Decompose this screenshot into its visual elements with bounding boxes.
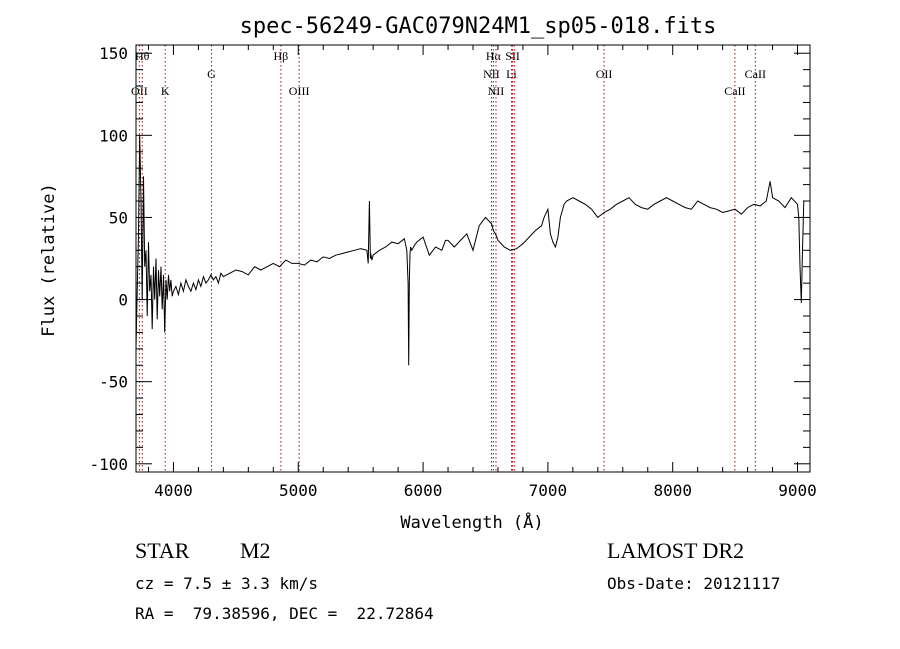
line-marker-label: NII	[483, 67, 500, 81]
x-tick-label: 5000	[279, 481, 318, 500]
y-axis-label: Flux (relative)	[39, 183, 59, 337]
x-tick-label: 6000	[404, 481, 443, 500]
line-marker-label: OII	[131, 84, 148, 98]
line-marker-label: OII	[596, 67, 613, 81]
object-type: STAR	[135, 538, 190, 563]
y-tick-label: 50	[109, 208, 128, 227]
axis-ticks	[136, 45, 810, 472]
y-tick-label: 150	[99, 44, 128, 63]
spectrum-line	[135, 135, 805, 366]
x-tick-label: 8000	[653, 481, 692, 500]
line-marker-label: CaII	[745, 67, 766, 81]
x-tick-label: 7000	[529, 481, 568, 500]
line-marker-label: OIII	[289, 84, 310, 98]
line-marker-label: K	[161, 84, 170, 98]
y-tick-label: -100	[89, 455, 128, 474]
chart-title: spec-56249-GAC079N24M1_sp05-018.fits	[240, 14, 717, 39]
line-marker-label: Hβ	[274, 49, 289, 63]
x-axis-label: Wavelength (Å)	[400, 511, 543, 533]
line-marker-label: Hα	[486, 49, 502, 63]
line-marker-label: SII	[505, 49, 520, 63]
coordinates: RA = 79.38596, DEC = 22.72864	[135, 604, 434, 623]
plot-frame	[135, 44, 811, 473]
line-marker-label: Li	[506, 67, 517, 81]
object-subclass: M2	[240, 538, 271, 563]
observation-date: Obs-Date: 20121117	[607, 574, 781, 593]
line-marker-label: Hθ	[135, 49, 150, 63]
x-tick-label: 9000	[778, 481, 817, 500]
y-tick-label: 100	[99, 126, 128, 145]
line-marker-label: G	[207, 67, 216, 81]
x-tick-label: 4000	[154, 481, 193, 500]
line-marker-label: NII	[488, 84, 505, 98]
y-tick-label: -50	[99, 373, 128, 392]
redshift-velocity: cz = 7.5 ± 3.3 km/s	[135, 574, 319, 593]
line-marker-label: CaII	[724, 84, 745, 98]
y-tick-label: 0	[118, 291, 128, 310]
axis-tick-labels: 4000 5000 6000 7000 8000 9000 -100 -50 0 50 100 150	[89, 44, 816, 500]
survey-name: LAMOST DR2	[607, 538, 745, 563]
